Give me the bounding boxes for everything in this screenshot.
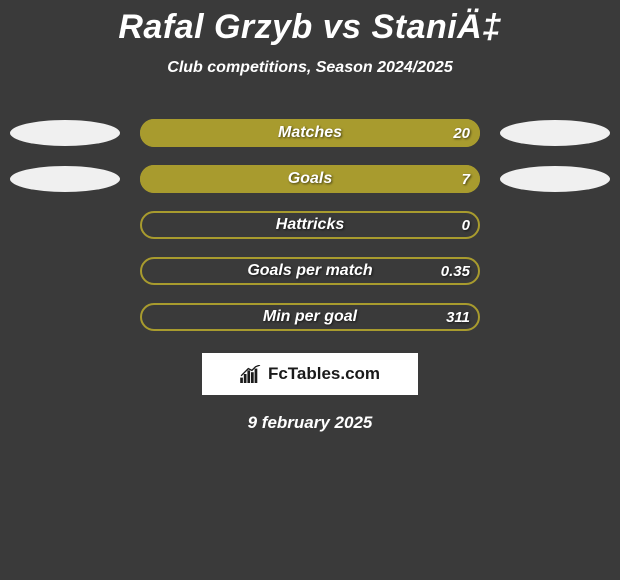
right-player-marker: [500, 120, 610, 146]
stat-label: Matches: [278, 124, 342, 142]
right-player-marker: [500, 304, 610, 330]
left-player-marker: [10, 304, 120, 330]
left-player-marker: [10, 120, 120, 146]
right-player-marker: [500, 166, 610, 192]
date-label: 9 february 2025: [248, 413, 373, 433]
stat-bar: Matches 20: [140, 119, 480, 147]
fctables-icon: [240, 365, 262, 383]
left-player-marker: [10, 258, 120, 284]
stat-row: Goals 7: [0, 165, 620, 193]
comparison-card: Rafal Grzyb vs StaniÄ‡ Club competitions…: [0, 0, 620, 433]
right-player-marker: [500, 258, 610, 284]
stat-value: 20: [453, 125, 470, 142]
right-player-marker: [500, 212, 610, 238]
stat-value: 7: [462, 171, 470, 188]
left-player-marker: [10, 166, 120, 192]
stat-row: Min per goal 311: [0, 303, 620, 331]
stat-value: 311: [446, 309, 470, 326]
stat-bar: Min per goal 311: [140, 303, 480, 331]
page-subtitle: Club competitions, Season 2024/2025: [167, 59, 452, 77]
logo-text: FcTables.com: [268, 364, 380, 384]
stat-row: Matches 20: [0, 119, 620, 147]
stat-label: Hattricks: [276, 216, 344, 234]
left-player-marker: [10, 212, 120, 238]
logo-box: FcTables.com: [202, 353, 418, 395]
stat-value: 0.35: [441, 263, 470, 280]
stat-bar: Hattricks 0: [140, 211, 480, 239]
stat-bar: Goals 7: [140, 165, 480, 193]
stat-value: 0: [462, 217, 470, 234]
stat-label: Goals per match: [247, 262, 372, 280]
stat-bar: Goals per match 0.35: [140, 257, 480, 285]
stat-row: Hattricks 0: [0, 211, 620, 239]
stat-label: Goals: [288, 170, 332, 188]
page-title: Rafal Grzyb vs StaniÄ‡: [118, 8, 501, 47]
stat-row: Goals per match 0.35: [0, 257, 620, 285]
stat-label: Min per goal: [263, 308, 357, 326]
stats-bars: Matches 20 Goals 7 Hattricks 0 Goals per match…: [0, 119, 620, 331]
